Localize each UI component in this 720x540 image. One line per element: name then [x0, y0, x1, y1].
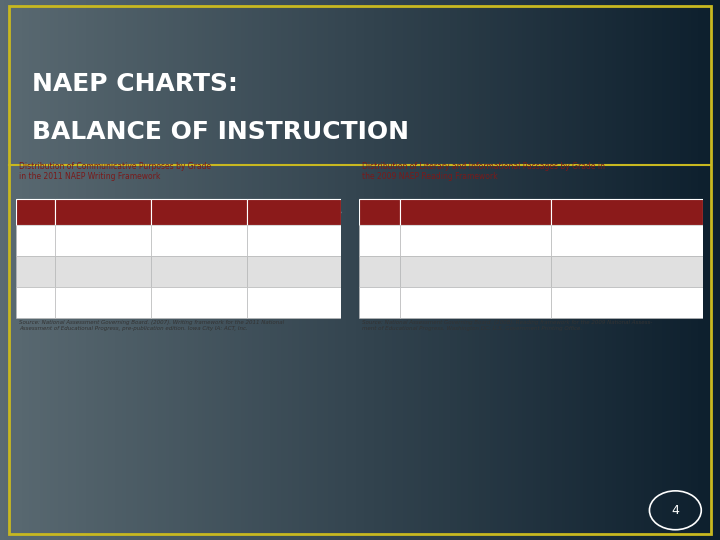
Bar — [247, 287, 341, 319]
Text: 20%: 20% — [285, 299, 303, 307]
Text: Literary: Literary — [459, 208, 492, 217]
Bar — [151, 199, 247, 226]
Text: To Explain: To Explain — [177, 208, 221, 217]
Bar — [151, 287, 247, 319]
Bar — [247, 226, 341, 256]
Text: 35%: 35% — [189, 267, 208, 276]
Bar — [400, 287, 552, 319]
Bar — [247, 256, 341, 287]
Text: To Convey Experience: To Convey Experience — [247, 208, 341, 217]
Text: 8: 8 — [32, 267, 38, 276]
Bar — [359, 256, 400, 287]
Bar — [55, 199, 151, 226]
Text: 4: 4 — [672, 504, 679, 517]
Text: 55%: 55% — [618, 267, 636, 276]
Bar — [552, 287, 703, 319]
Text: 40%: 40% — [189, 299, 208, 307]
Text: BALANCE OF INSTRUCTION: BALANCE OF INSTRUCTION — [32, 120, 410, 144]
Text: Distribution of Literary and Informational Passages by Grade in
the 2009 NAEP Re: Distribution of Literary and Information… — [362, 162, 605, 181]
Text: 45%: 45% — [467, 267, 485, 276]
Text: Source: National Assessment Governing Board. (2008). Reading framework for the 2: Source: National Assessment Governing Bo… — [362, 320, 652, 331]
Text: 30%: 30% — [467, 299, 485, 307]
Bar — [359, 226, 400, 256]
Bar — [55, 256, 151, 287]
Bar — [400, 256, 552, 287]
Bar — [552, 256, 703, 287]
Text: 30%: 30% — [94, 237, 112, 246]
Bar — [400, 226, 552, 256]
Bar — [16, 199, 55, 226]
Text: Informational: Informational — [598, 208, 657, 217]
Text: 35%: 35% — [285, 237, 303, 246]
Bar — [16, 287, 55, 319]
Bar — [359, 287, 400, 319]
Bar — [55, 226, 151, 256]
Bar — [151, 226, 247, 256]
Text: 50%: 50% — [467, 237, 485, 246]
Text: 8: 8 — [377, 267, 382, 276]
Text: To Persuade: To Persuade — [76, 208, 130, 217]
Bar — [55, 287, 151, 319]
Bar — [16, 256, 55, 287]
Bar — [400, 199, 552, 226]
Text: 40%: 40% — [94, 299, 112, 307]
Text: Source: National Assessment Governing Board. (2007). Writing framework for the 2: Source: National Assessment Governing Bo… — [19, 320, 284, 331]
Bar — [247, 199, 341, 226]
Text: 12: 12 — [374, 299, 384, 307]
Text: 12: 12 — [30, 299, 40, 307]
Text: 4: 4 — [32, 237, 38, 246]
Bar — [151, 256, 247, 287]
Text: NAEP CHARTS:: NAEP CHARTS: — [32, 72, 238, 96]
Text: Grade: Grade — [22, 208, 48, 217]
Bar — [16, 226, 55, 256]
Text: 35%: 35% — [94, 267, 112, 276]
Text: 35%: 35% — [189, 237, 208, 246]
Text: 4: 4 — [377, 237, 382, 246]
Bar — [552, 226, 703, 256]
Bar — [359, 199, 400, 226]
Text: 70%: 70% — [618, 299, 636, 307]
Bar — [552, 199, 703, 226]
Text: 30%: 30% — [285, 267, 303, 276]
Text: 50%: 50% — [618, 237, 636, 246]
Text: Distribution of Communicative Purposes by Grade
in the 2011 NAEP Writing Framewo: Distribution of Communicative Purposes b… — [19, 162, 211, 181]
Text: Grade: Grade — [366, 208, 392, 217]
